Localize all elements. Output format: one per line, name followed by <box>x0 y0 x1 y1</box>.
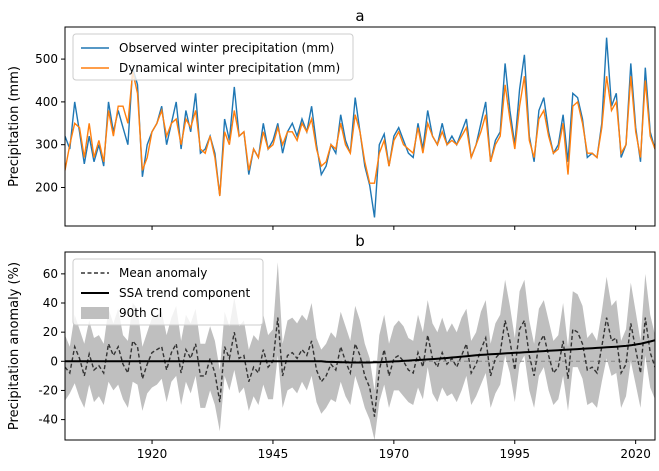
series-line-0 <box>65 317 655 417</box>
plot-area <box>65 262 655 440</box>
panel-title: b <box>355 232 365 250</box>
y-tick-label: 60 <box>43 267 58 281</box>
plot-frame <box>64 251 656 441</box>
x-tick-label: 2020 <box>620 447 651 461</box>
panel-a: a 200 300 400 500 Precipitation (mm) Observed … <box>7 7 656 230</box>
y-tick-label: 500 <box>35 52 58 66</box>
y-tick-label: 200 <box>35 180 58 194</box>
legend-label: Mean anomaly <box>119 266 207 280</box>
x-tick-label: 1920 <box>137 447 168 461</box>
y-tick-label: 300 <box>35 138 58 152</box>
panel-title: a <box>355 7 364 25</box>
legend-label: 90th CI <box>119 306 162 320</box>
series-line-1 <box>65 339 655 364</box>
plot-area <box>65 37 655 218</box>
legend-label: Dynamical winter precipitation (mm) <box>119 61 340 75</box>
x-tick-label: 1970 <box>379 447 410 461</box>
legend-swatch <box>81 307 109 319</box>
legend-box <box>72 33 354 81</box>
panel-b: b -40 -20 0 20 40 60 1920 1945 1970 1995 2020 Precip… <box>7 232 656 461</box>
y-tick-label: 20 <box>43 325 58 339</box>
y-axis-label: Precipitation (mm) <box>7 66 22 187</box>
ci-band <box>65 262 655 440</box>
y-tick-label: 0 <box>50 354 58 368</box>
y-tick-label: 400 <box>35 95 58 109</box>
legend-box <box>72 258 264 326</box>
x-tick-label: 1995 <box>499 447 530 461</box>
y-tick-label: 40 <box>43 296 58 310</box>
y-tick-label: -40 <box>38 413 58 427</box>
y-tick-label: -20 <box>38 383 58 397</box>
legend-label: Observed winter precipitation (mm) <box>119 41 334 55</box>
y-axis-label: Precipitation anomaly (%) <box>7 262 22 430</box>
plot-frame <box>64 26 656 227</box>
x-tick-label: 1945 <box>258 447 289 461</box>
series-line-1 <box>65 71 655 197</box>
legend-label: SSA trend component <box>119 286 250 300</box>
